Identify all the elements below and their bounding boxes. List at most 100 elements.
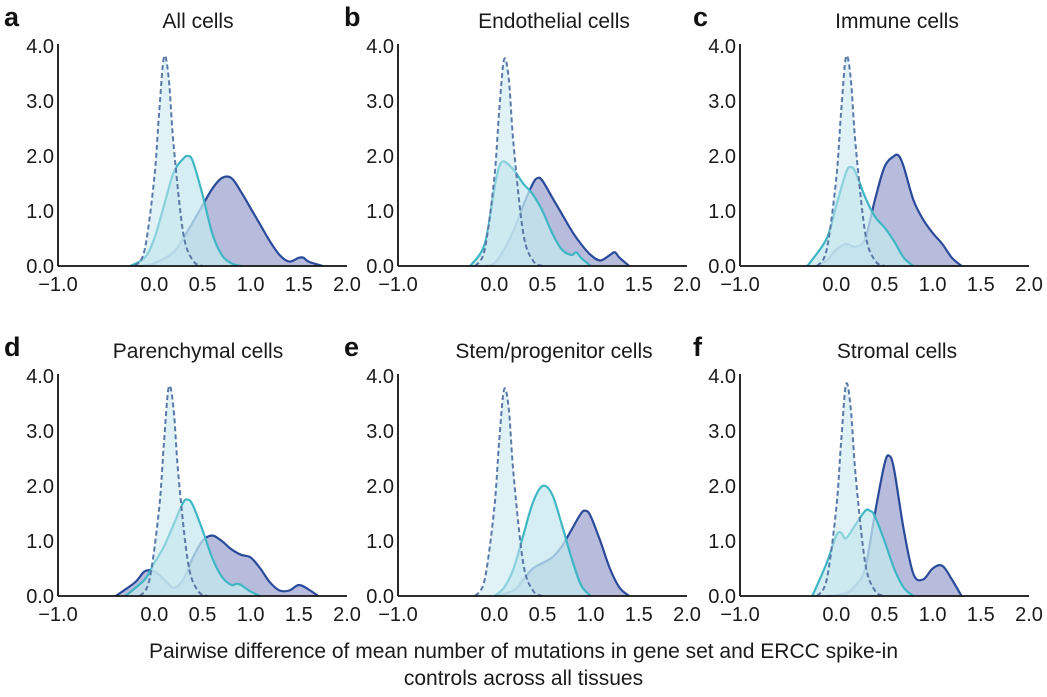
panel-e: 0.01.02.03.04.0−1.0 0.0 0.5 1.0 1.5 2.0e Stem/… (344, 332, 701, 626)
series-dash-line (816, 382, 885, 597)
y-tick-label: 4.0 (366, 36, 394, 58)
panel-title: Stem/progenitor cells (455, 340, 652, 363)
x-tick-label: 1.5 (625, 274, 653, 296)
y-tick-label: 3.0 (708, 421, 736, 443)
y-tick-label: 0.0 (708, 586, 736, 608)
y-tick-label: 4.0 (366, 366, 394, 388)
x-tick-label: −1.0 (720, 604, 759, 626)
y-tick-label: 4.0 (26, 36, 54, 58)
x-tick-label: 1.0 (919, 274, 947, 296)
x-axis-label-line-1: Pairwise difference of mean number of mu… (149, 640, 898, 663)
y-tick-label: 3.0 (26, 421, 54, 443)
series-dash-line (134, 54, 203, 267)
x-tick-label: 1.0 (577, 274, 605, 296)
x-tick-label: 2.0 (1015, 274, 1043, 296)
x-tick-label: 0.0 (480, 604, 508, 626)
panel-title: All cells (162, 10, 233, 33)
x-tick-label: 1.0 (577, 604, 605, 626)
y-tick-label: 3.0 (366, 91, 394, 113)
y-tick-label: 3.0 (26, 91, 54, 113)
y-tick-label: 1.0 (708, 531, 736, 553)
y-tick-label: 1.0 (708, 201, 736, 223)
x-tick-label: 2.0 (1015, 604, 1043, 626)
x-tick-label: −1.0 (38, 604, 77, 626)
y-tick-label: 2.0 (26, 476, 54, 498)
x-tick-label: 1.5 (285, 274, 313, 296)
series-dash-line (139, 384, 208, 597)
series-dark-area (826, 455, 962, 596)
x-tick-label: 0.5 (529, 604, 557, 626)
series-dash-area (135, 55, 203, 266)
panel-title: Endothelial cells (478, 10, 630, 33)
y-tick-label: 2.0 (366, 476, 394, 498)
x-tick-label: 2.0 (333, 604, 361, 626)
x-tick-label: 2.0 (673, 274, 701, 296)
x-tick-label: 0.0 (480, 274, 508, 296)
y-tick-label: 0.0 (26, 256, 54, 278)
series-dash-area (139, 385, 208, 596)
y-tick-label: 0.0 (366, 256, 394, 278)
x-tick-label: 0.0 (822, 604, 850, 626)
x-tick-label: 1.5 (967, 604, 995, 626)
y-tick-label: 4.0 (26, 366, 54, 388)
series-dash-area (817, 55, 885, 266)
series-dash-line (474, 57, 543, 267)
x-tick-label: 0.0 (140, 604, 168, 626)
series-dash-area (475, 388, 543, 596)
panel-title: Immune cells (835, 10, 959, 33)
panel-f: 0.01.02.03.04.0−1.0 0.0 0.5 1.0 1.5 2.0f Strom… (693, 332, 1043, 626)
panel-d: 0.01.02.03.04.0−1.0 0.0 0.5 1.0 1.5 2.0d Paren… (4, 332, 361, 626)
y-tick-label: 1.0 (366, 531, 394, 553)
series-dash-area (817, 383, 885, 596)
x-tick-label: 0.5 (189, 274, 217, 296)
panel-letter: a (4, 2, 20, 32)
panel-title: Parenchymal cells (113, 340, 283, 363)
y-tick-label: 0.0 (26, 586, 54, 608)
x-tick-label: 0.5 (871, 604, 899, 626)
panel-letter: e (344, 332, 359, 362)
y-tick-label: 3.0 (366, 421, 394, 443)
x-tick-label: 2.0 (333, 274, 361, 296)
panel-c: 0.01.02.03.04.0−1.0 0.0 0.5 1.0 1.5 2.0c Immun… (693, 2, 1043, 296)
series-dash-line (816, 54, 885, 267)
panel-title: Stromal cells (837, 340, 957, 363)
x-tick-label: −1.0 (378, 604, 417, 626)
x-tick-label: 0.0 (822, 274, 850, 296)
panel-letter: f (693, 332, 703, 362)
y-tick-label: 0.0 (366, 586, 394, 608)
panel-letter: c (693, 2, 708, 32)
y-tick-label: 2.0 (708, 476, 736, 498)
x-tick-label: 1.5 (967, 274, 995, 296)
x-tick-label: 0.0 (140, 274, 168, 296)
x-tick-label: −1.0 (38, 274, 77, 296)
y-tick-label: 2.0 (366, 146, 394, 168)
series-dark-area (817, 154, 962, 266)
x-tick-label: 1.0 (237, 274, 265, 296)
x-tick-label: 0.5 (529, 274, 557, 296)
x-tick-label: 0.5 (871, 274, 899, 296)
x-axis-label-line-2: controls across all tissues (403, 667, 644, 690)
y-tick-label: 2.0 (708, 146, 736, 168)
panel-letter: b (344, 2, 361, 32)
x-tick-label: 1.0 (237, 604, 265, 626)
panel-a: 0.01.02.03.04.0−1.0 0.0 0.5 1.0 1.5 2.0a All c… (4, 2, 361, 296)
y-tick-label: 4.0 (708, 36, 736, 58)
panel-letter: d (4, 332, 21, 362)
y-tick-label: 0.0 (708, 256, 736, 278)
x-tick-label: −1.0 (720, 274, 759, 296)
y-tick-label: 2.0 (26, 146, 54, 168)
y-tick-label: 1.0 (366, 201, 394, 223)
y-tick-label: 3.0 (708, 91, 736, 113)
series-dash-area (475, 58, 543, 266)
x-tick-label: 1.5 (285, 604, 313, 626)
x-tick-label: 1.5 (625, 604, 653, 626)
series-dash-line (474, 387, 543, 597)
x-tick-label: 2.0 (673, 604, 701, 626)
x-tick-label: 0.5 (189, 604, 217, 626)
x-tick-label: 1.0 (919, 604, 947, 626)
panel-b: 0.01.02.03.04.0−1.0 0.0 0.5 1.0 1.5 2.0b Endot… (344, 2, 701, 296)
y-tick-label: 4.0 (708, 366, 736, 388)
y-tick-label: 1.0 (26, 201, 54, 223)
x-tick-label: −1.0 (378, 274, 417, 296)
